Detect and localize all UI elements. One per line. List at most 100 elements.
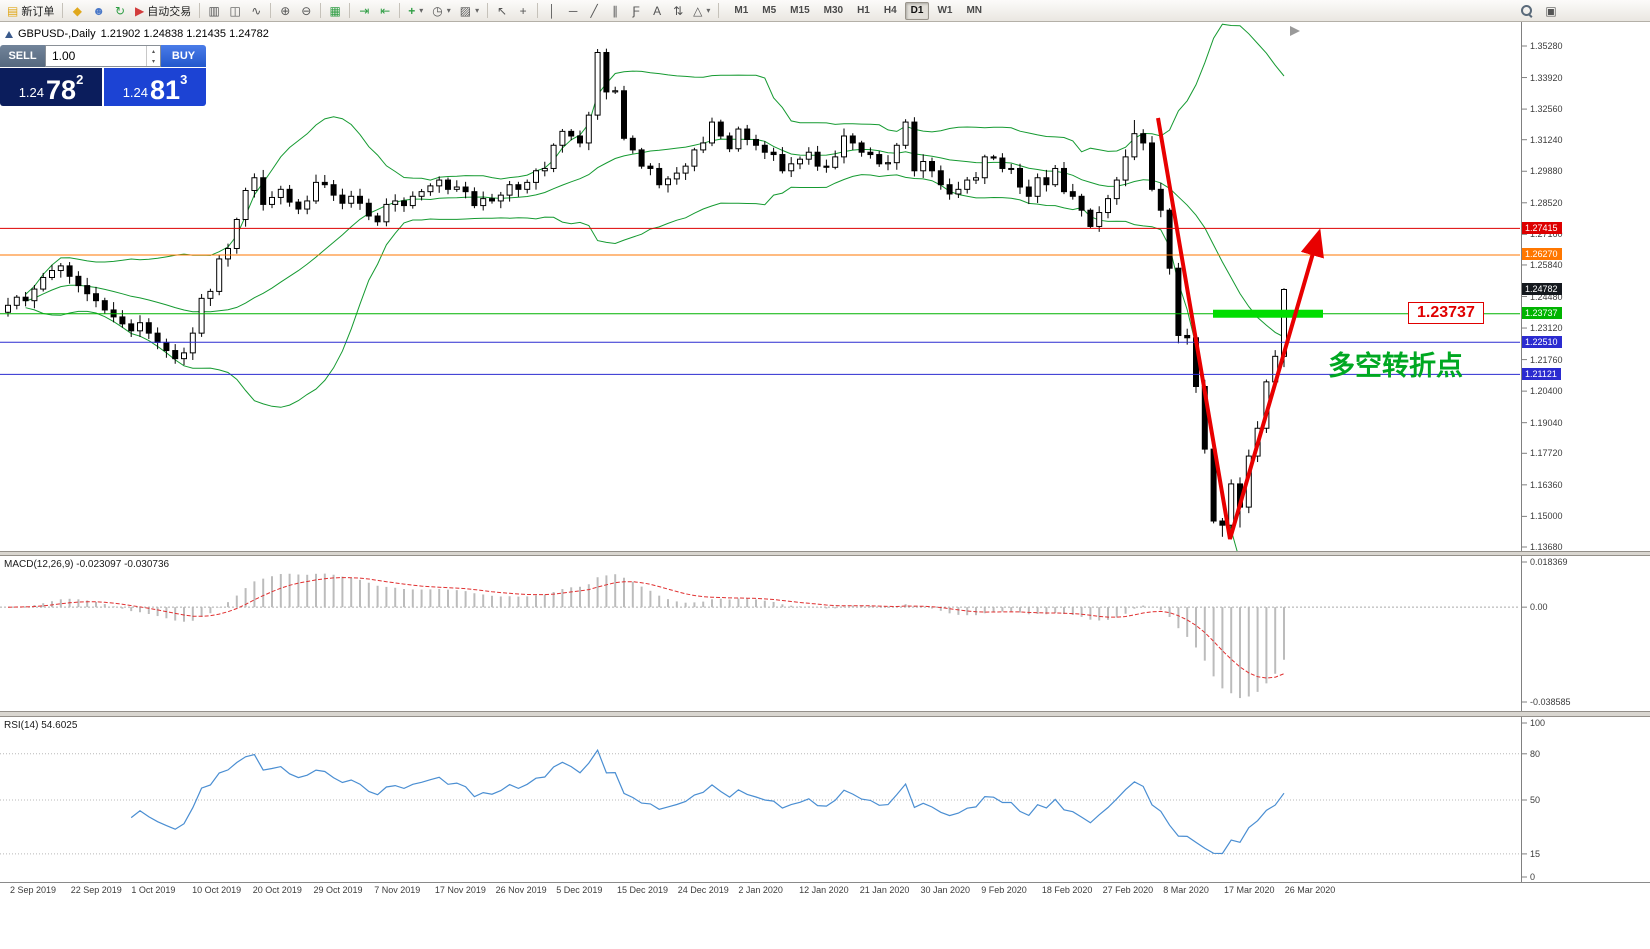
trendline-button[interactable]: ╱ — [584, 1, 604, 21]
macd-indicator-label: MACD(12,26,9) -0.023097 -0.030736 — [4, 559, 170, 570]
toolbar-separator — [349, 3, 351, 18]
ask-price-prefix: 1.24 — [122, 85, 149, 100]
shapes-icon: △ — [693, 3, 703, 18]
line-chart-button[interactable]: ∿ — [246, 1, 266, 21]
rsi-panel-canvas[interactable] — [0, 717, 1650, 882]
new-order-label: 新订单 — [21, 5, 55, 18]
new-order-icon: ▤ — [7, 3, 19, 18]
panel-splitter-macd[interactable] — [0, 551, 1650, 556]
auto-trading-icon: ▶ — [134, 3, 145, 18]
crosshair-button[interactable]: + — [513, 1, 533, 21]
date-label: 24 Dec 2019 — [677, 885, 729, 895]
arrows-tool-button[interactable]: ⇅ — [668, 1, 688, 21]
chart-shift-button[interactable]: ⇤ — [375, 1, 395, 21]
chevron-down-icon: ▾ — [419, 6, 424, 15]
ask-price-button[interactable]: 1.24 81 3 — [104, 68, 206, 106]
zoom-out-button[interactable]: ⊖ — [296, 1, 316, 21]
vertical-line-icon: │ — [548, 3, 556, 18]
sell-button[interactable]: SELL — [0, 45, 45, 67]
timeframe-h1[interactable]: H1 — [857, 5, 870, 16]
text-tool-icon: A — [653, 3, 662, 18]
date-label: 17 Nov 2019 — [434, 885, 486, 895]
new-order-button[interactable]: ▤ 新订单 — [3, 1, 58, 21]
date-label: 20 Oct 2019 — [252, 885, 302, 895]
candlestick-chart-icon: ◫ — [229, 3, 241, 18]
date-label: 21 Jan 2020 — [859, 885, 910, 895]
accounts-icon: ☻ — [92, 3, 105, 18]
panel-splitter-rsi[interactable] — [0, 711, 1650, 717]
toolbar-separator — [199, 3, 201, 18]
symbol-timeframe-label: GBPUSD-,Daily — [18, 28, 96, 40]
refresh-icon: ↻ — [114, 3, 126, 18]
auto-scroll-icon: ⇥ — [359, 3, 370, 18]
market-watch-icon: ◆ — [72, 3, 82, 18]
chart-search-button[interactable] — [1516, 1, 1537, 21]
volume-input[interactable] — [46, 46, 146, 66]
fibonacci-button[interactable]: Ƒ — [626, 1, 646, 21]
trendline-icon: ╱ — [590, 3, 598, 18]
date-label: 17 Mar 2020 — [1224, 885, 1275, 895]
candlestick-chart-button[interactable]: ◫ — [225, 1, 245, 21]
new-window-button[interactable]: ▣ — [1541, 1, 1561, 21]
toolbar-separator — [270, 3, 272, 18]
cursor-icon: ↖ — [497, 3, 508, 18]
templates-button[interactable]: ▨ ▾ — [456, 1, 483, 21]
timeframe-h4[interactable]: H4 — [883, 5, 897, 16]
arrows-tool-icon: ⇅ — [673, 3, 684, 18]
date-label: 26 Mar 2020 — [1284, 885, 1336, 895]
bid-price-sup: 2 — [76, 72, 84, 87]
date-label: 12 Jan 2020 — [799, 885, 849, 895]
auto-trading-button[interactable]: ▶ 自动交易 — [131, 1, 195, 21]
ask-price-sup: 3 — [180, 72, 188, 87]
shapes-button[interactable]: △ ▾ — [689, 1, 714, 21]
timeframe-mn[interactable]: MN — [966, 5, 983, 16]
vertical-line-button[interactable]: │ — [542, 1, 562, 21]
periods-button[interactable]: ◷ ▾ — [428, 1, 455, 21]
horizontal-line-icon: ─ — [568, 3, 578, 18]
chart-title-readout: GBPUSD-,Daily 1.21902 1.24838 1.21435 1.… — [5, 28, 269, 40]
date-label: 18 Feb 2020 — [1041, 885, 1093, 895]
date-label: 1 Oct 2019 — [131, 885, 176, 895]
timeframe-w1[interactable]: W1 — [937, 5, 953, 16]
zoom-in-button[interactable]: ⊕ — [275, 1, 295, 21]
add-indicator-icon: + — [408, 3, 416, 18]
date-label: 8 Mar 2020 — [1163, 885, 1209, 895]
buy-button[interactable]: BUY — [161, 45, 206, 67]
tile-windows-button[interactable]: ▦ — [325, 1, 345, 21]
timeframe-d1[interactable]: D1 — [904, 1, 930, 20]
line-chart-icon: ∿ — [251, 3, 262, 18]
bid-price-button[interactable]: 1.24 78 2 — [0, 68, 102, 106]
accounts-button[interactable]: ☻ — [88, 1, 109, 21]
market-watch-button[interactable]: ◆ — [67, 1, 87, 21]
bid-price-big: 78 — [46, 75, 77, 106]
date-label: 27 Feb 2020 — [1102, 885, 1154, 895]
stepper-up-icon[interactable]: ▴ — [151, 48, 155, 55]
macd-panel-canvas[interactable] — [0, 556, 1650, 711]
horizontal-line-button[interactable]: ─ — [563, 1, 583, 21]
timeframe-m1[interactable]: M1 — [734, 5, 749, 16]
cursor-button[interactable]: ↖ — [492, 1, 512, 21]
bar-chart-button[interactable]: ▥ — [204, 1, 224, 21]
templates-icon: ▨ — [459, 3, 472, 18]
timeframe-toolbar: M1 M5 M15 M30 H1 H4 D1 W1 MN — [727, 1, 989, 20]
auto-trading-label: 自动交易 — [147, 5, 192, 18]
date-label: 22 Sep 2019 — [70, 885, 122, 895]
text-tool-button[interactable]: A — [647, 1, 667, 21]
timeframe-m30[interactable]: M30 — [823, 5, 844, 16]
ask-price-big: 81 — [150, 75, 181, 106]
timeframe-m5[interactable]: M5 — [762, 5, 777, 16]
stepper-down-icon[interactable]: ▾ — [151, 58, 155, 65]
chevron-down-icon: ▾ — [706, 6, 711, 15]
date-label: 9 Feb 2020 — [981, 885, 1027, 895]
auto-scroll-button[interactable]: ⇥ — [354, 1, 374, 21]
channel-icon: ∥ — [612, 3, 619, 18]
crosshair-icon: + — [519, 3, 527, 18]
timeframe-m15[interactable]: M15 — [790, 5, 810, 16]
refresh-button[interactable]: ↻ — [110, 1, 130, 21]
chevron-down-icon: ▾ — [446, 6, 451, 15]
toolbar-right-group: ▣ — [1516, 1, 1561, 21]
channel-button[interactable]: ∥ — [605, 1, 625, 21]
price-chart-canvas[interactable] — [0, 22, 1650, 551]
indicators-button[interactable]: + ▾ — [404, 1, 427, 21]
level-callout-box: 1.23737 — [1408, 302, 1484, 324]
